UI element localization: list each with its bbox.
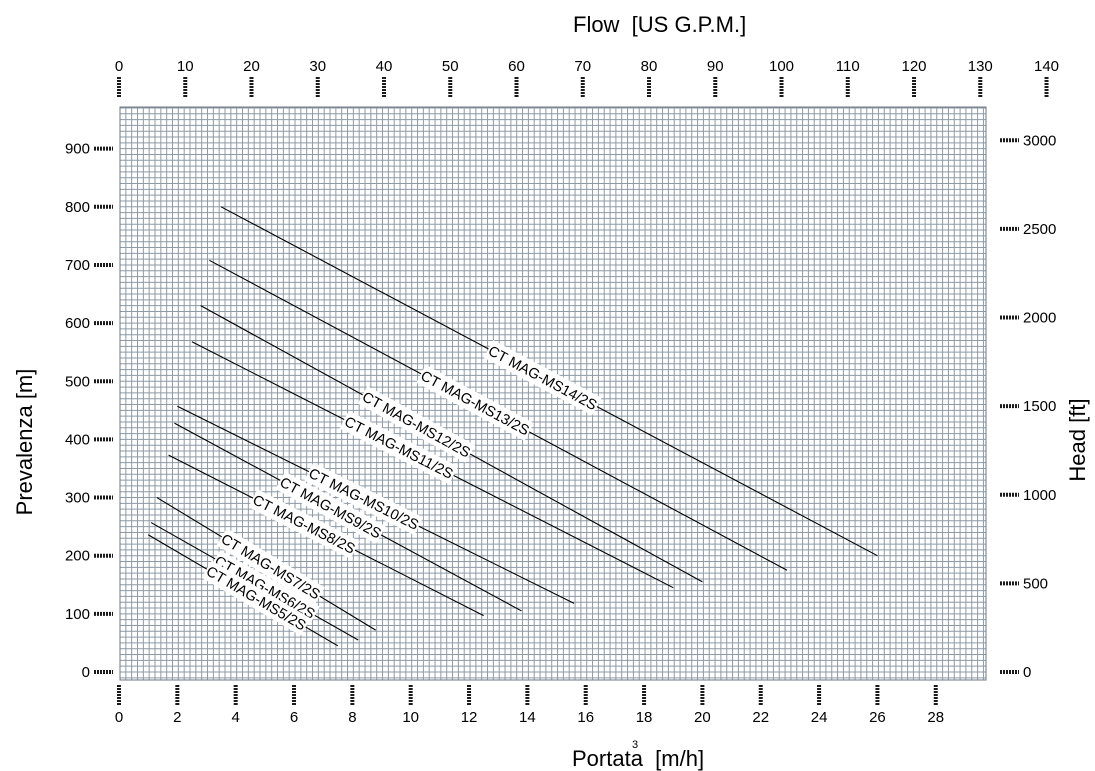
x2-tick-label: 50 — [442, 58, 459, 75]
y-tick-label: 100 — [65, 606, 90, 623]
series-label-background — [275, 471, 386, 544]
x2-tick-label: 20 — [243, 58, 260, 75]
series-label-background — [216, 528, 325, 605]
series-label-background — [304, 462, 424, 536]
x2-tick-label: 90 — [707, 58, 724, 75]
x2-tick-label: 30 — [309, 58, 326, 75]
y-tick-label: 600 — [65, 315, 90, 332]
x2-tick-label: 100 — [769, 58, 794, 75]
y-tick-label: 200 — [65, 548, 90, 565]
plot-frame — [119, 106, 987, 681]
x2-tick-label: 60 — [508, 58, 525, 75]
x-tick-label: 2 — [173, 709, 181, 726]
x-tick-label: 26 — [869, 709, 886, 726]
y-tick-label: 400 — [65, 431, 90, 448]
x-tick-label: 12 — [461, 709, 478, 726]
x2-tick-label: 140 — [1034, 58, 1059, 75]
y-tick-label: 800 — [65, 199, 90, 216]
x-tick-label: 4 — [232, 709, 240, 726]
series-label-background — [248, 489, 360, 560]
x-tick-label: 6 — [290, 709, 298, 726]
x-tick-label: 22 — [752, 709, 769, 726]
x-tick-label: 24 — [811, 709, 828, 726]
y-tick-label: 300 — [65, 490, 90, 507]
x2-tick-label: 40 — [376, 58, 393, 75]
y2-tick-label: 1000 — [1023, 487, 1056, 504]
series-label-background — [339, 410, 459, 485]
x-tick-label: 28 — [927, 709, 944, 726]
x2-tick-label: 110 — [836, 58, 860, 75]
x-tick-label: 20 — [694, 709, 711, 726]
x-tick-label: 16 — [577, 709, 594, 726]
y2-tick-label: 3000 — [1023, 132, 1056, 149]
y2-tick-label: 1500 — [1023, 398, 1056, 415]
y-tick-label: 500 — [65, 373, 90, 390]
x2-tick-label: 10 — [177, 58, 194, 75]
x-tick-label: 0 — [115, 709, 123, 726]
x2-tick-label: 80 — [641, 58, 658, 75]
y-tick-label: 900 — [65, 141, 90, 158]
x2-tick-label: 70 — [574, 58, 591, 75]
series-label-background — [483, 340, 602, 416]
right-axis-title: Head [ft] — [1065, 398, 1090, 481]
x-tick-label: 14 — [519, 709, 536, 726]
y-tick-label: 700 — [65, 257, 90, 274]
y2-tick-label: 500 — [1023, 575, 1048, 592]
x-axis-title: Portata [m/h] — [572, 746, 704, 771]
y2-tick-label: 0 — [1023, 664, 1031, 681]
x-axis-title-superscript: 3 — [632, 739, 638, 751]
x2-tick-label: 120 — [902, 58, 927, 75]
series-label-background — [201, 560, 311, 636]
top-axis-title: Flow [US G.P.M.] — [573, 12, 746, 37]
y2-tick-label: 2500 — [1023, 221, 1056, 238]
series-label-background — [357, 386, 476, 463]
x-tick-label: 18 — [636, 709, 653, 726]
x2-tick-label: 130 — [968, 58, 993, 75]
y-axis-title: Prevalenza [m] — [12, 369, 37, 516]
x-tick-label: 8 — [348, 709, 356, 726]
x-tick-label: 10 — [402, 709, 419, 726]
y-tick-label: 0 — [82, 664, 90, 681]
series-label-background — [210, 550, 320, 625]
x2-tick-label: 0 — [115, 58, 123, 75]
axes: 0 2 4 6 8 10 12 14 16 18 20 22 24 26 280 10 20 30 40 50 60 70… — [65, 58, 1059, 726]
series-label-background — [416, 365, 534, 441]
y2-tick-label: 2000 — [1023, 310, 1056, 327]
